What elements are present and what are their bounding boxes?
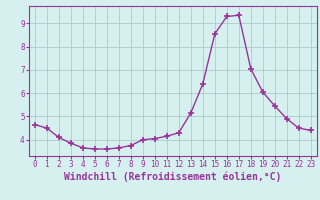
X-axis label: Windchill (Refroidissement éolien,°C): Windchill (Refroidissement éolien,°C) xyxy=(64,172,282,182)
